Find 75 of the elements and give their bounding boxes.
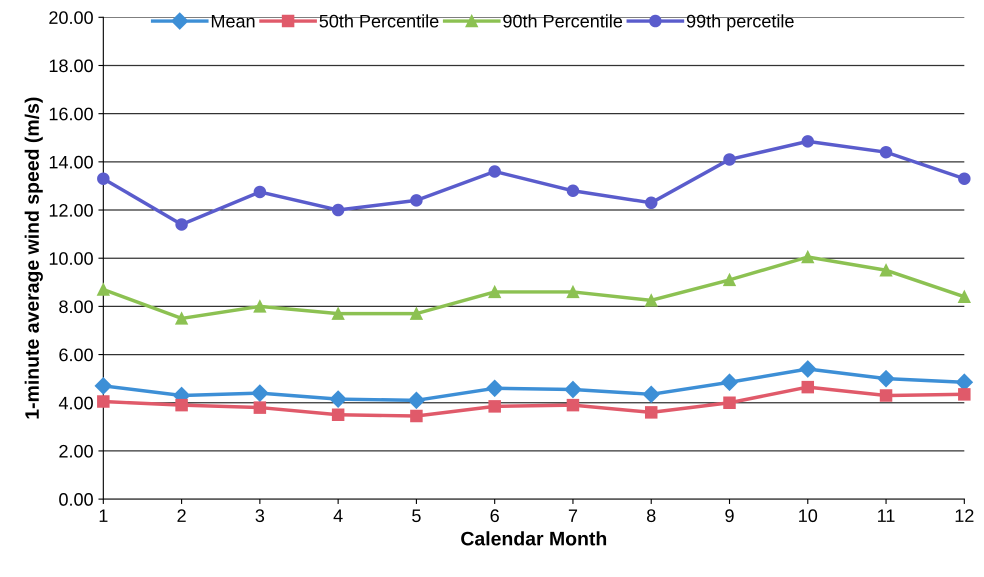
legend-label: 99th percetile: [686, 14, 794, 32]
point: [723, 153, 736, 166]
x-tick-label: 5: [412, 509, 421, 522]
y-tick-label: 2.00: [59, 444, 93, 458]
point: [97, 283, 110, 296]
point: [958, 290, 971, 303]
point: [97, 172, 110, 185]
point: [408, 392, 425, 409]
point: [97, 395, 110, 408]
y-tick-label: 14.00: [50, 156, 93, 169]
point: [802, 135, 814, 148]
legend-label: 50th Percentile: [320, 14, 438, 28]
point: [254, 300, 266, 313]
point: [723, 396, 736, 409]
point: [488, 400, 501, 413]
x-tick-label: 8: [646, 509, 656, 522]
point: [332, 307, 344, 320]
point: [566, 184, 580, 198]
y-tick-label: 12.00: [50, 204, 93, 217]
point: [802, 250, 814, 264]
point: [94, 377, 112, 394]
point: [332, 204, 344, 216]
y-tick-label: 6.00: [59, 348, 93, 362]
point: [410, 194, 423, 207]
y-tick-label: 10.00: [50, 252, 93, 265]
point: [880, 146, 892, 158]
point: [410, 410, 423, 422]
point: [877, 370, 895, 388]
point: [566, 398, 580, 412]
point: [254, 186, 266, 198]
point: [958, 388, 971, 401]
y-tick-label: 8.00: [59, 300, 93, 314]
point: [644, 196, 658, 210]
y-tick-label: 20.00: [49, 11, 93, 24]
y-tick-label: 18.00: [50, 59, 93, 72]
y-tick-label: 4.00: [58, 396, 93, 410]
point: [175, 218, 188, 231]
x-tick-label: 10: [799, 509, 818, 522]
point: [332, 408, 344, 422]
point: [644, 406, 658, 419]
point: [802, 380, 814, 394]
point: [799, 360, 816, 378]
legend-label: Mean: [212, 14, 254, 28]
point: [175, 398, 188, 412]
x-tick-label: 11: [878, 509, 895, 522]
legend-label: 90th Percentile: [503, 14, 622, 28]
point: [175, 312, 188, 325]
point: [330, 390, 347, 408]
point: [566, 286, 580, 298]
point: [958, 172, 971, 185]
point: [486, 380, 504, 397]
point: [642, 386, 660, 403]
point: [723, 274, 736, 286]
point: [720, 374, 738, 391]
x-tick-label: 12: [956, 509, 974, 522]
x-axis-title: Calendar Month: [461, 531, 606, 546]
x-tick-label: 4: [334, 509, 343, 522]
point: [564, 380, 582, 398]
x-tick-label: 3: [256, 509, 264, 522]
x-tick-label: 1: [100, 509, 108, 522]
point: [254, 401, 266, 414]
x-tick-label: 9: [725, 509, 734, 522]
point: [488, 286, 501, 298]
x-tick-label: 6: [490, 509, 499, 522]
point: [488, 165, 501, 178]
point: [880, 389, 892, 402]
y-axis-title: 1-minute average wind speed (m/s): [24, 98, 43, 419]
point: [251, 384, 268, 402]
point: [880, 264, 892, 277]
y-tick-label: 16.00: [50, 108, 93, 120]
x-tick-label: 7: [568, 509, 578, 522]
y-tick-label: 0.00: [59, 493, 93, 506]
point: [644, 294, 658, 307]
point: [410, 307, 423, 320]
x-tick-label: 2: [177, 509, 186, 522]
